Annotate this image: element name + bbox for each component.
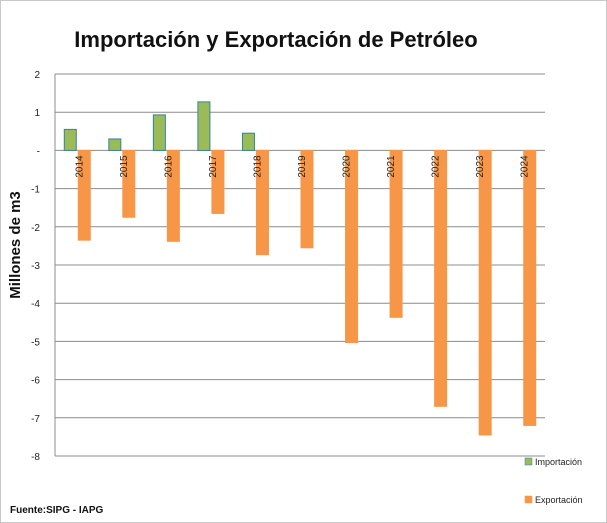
y-axis-ticks: 2 1 - -1 -2 -3 -4 -5 -6 -7 -8 [31,70,40,463]
bar-importacion-2014 [63,128,77,151]
bar-exportacion-2016 [166,149,180,242]
x-tick-label: 2020 [342,155,353,178]
y-tick-label: 1 [34,108,40,119]
x-tick-label: 2021 [386,155,397,178]
y-tick-label: -7 [31,414,40,425]
legend-swatch-exportacion [524,495,533,504]
bar-exportacion-2023 [478,149,492,436]
source-note: Fuente:SIPG - IAPG [10,505,104,516]
bar-importacion-2018 [241,132,255,151]
bar-exportacion-2015 [122,149,136,218]
bar-exportacion-2019 [300,149,314,249]
y-tick-label: -2 [31,223,40,234]
x-tick-label: 2019 [297,155,308,178]
bar-exportacion-2017 [211,149,225,214]
y-tick-label: -5 [31,337,40,348]
bar-importacion-2016 [152,114,166,151]
x-axis-ticks: 2014 2015 2016 2017 2018 2019 2020 2021 2022 2023… [74,155,530,178]
y-tick-label: -4 [31,299,40,310]
legend: Importación Exportación [524,457,583,505]
x-tick-label: 2023 [475,155,486,178]
y-tick-label: - [37,146,40,157]
y-axis-label: Millones de m3 [7,191,24,299]
x-tick-label: 2016 [163,155,174,178]
bar-importacion-2017 [197,101,211,151]
bar-exportacion-2018 [255,149,269,256]
x-tick-label: 2017 [208,155,219,178]
x-tick-label: 2018 [252,155,263,178]
y-tick-label: -6 [31,376,40,387]
legend-label-importacion: Importación [535,457,582,467]
gridlines [54,73,545,457]
chart-title: Importación y Exportación de Petróleo [74,27,477,52]
bar-exportacion-2020 [345,149,359,344]
bar-exportacion-2021 [389,149,403,318]
bar-exportacion-2024 [523,149,537,426]
legend-swatch-importacion [524,457,533,466]
x-tick-label: 2024 [520,155,531,178]
bar-exportacion-2014 [77,149,91,241]
bar-importacion-2015 [108,138,122,151]
x-tick-label: 2014 [74,155,85,178]
y-tick-label: -8 [31,452,40,463]
legend-label-exportacion: Exportación [535,495,583,505]
y-tick-label: 2 [34,70,40,81]
x-tick-label: 2015 [119,155,130,178]
x-tick-label: 2022 [431,155,442,178]
y-tick-label: -1 [31,185,40,196]
bars [63,101,537,436]
bar-exportacion-2022 [434,149,448,407]
y-tick-label: -3 [31,261,40,272]
